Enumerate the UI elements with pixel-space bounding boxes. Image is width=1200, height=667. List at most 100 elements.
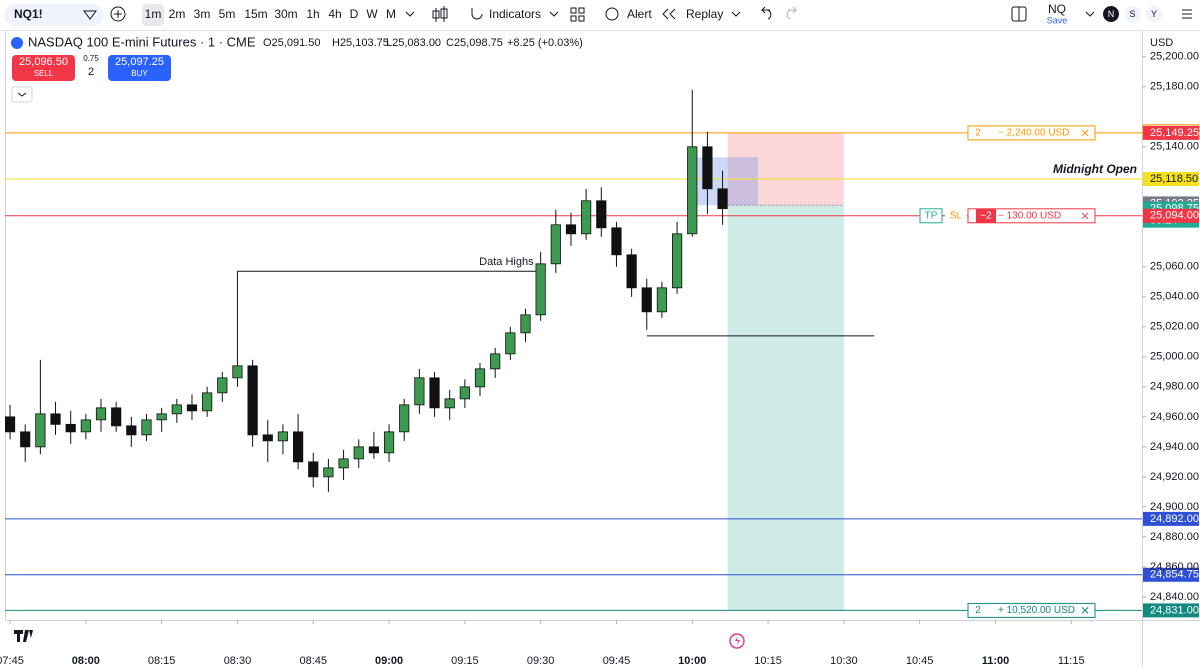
price-axis-label: [1143, 172, 1199, 187]
y-tick-label: 24,900.00: [1150, 501, 1199, 513]
interval-button[interactable]: D: [350, 7, 359, 21]
order-label[interactable]: [967, 602, 1096, 618]
candle-body: [65, 423, 76, 433]
candle-body: [111, 407, 122, 427]
candle-body: [141, 419, 152, 436]
collapse-button[interactable]: [11, 86, 33, 103]
order-label[interactable]: [967, 125, 1096, 141]
quantity[interactable]: 2: [88, 66, 94, 78]
candle-body: [444, 398, 455, 409]
order-tag[interactable]: TP: [925, 210, 938, 221]
close-order[interactable]: [1081, 212, 1089, 220]
layout-name[interactable]: NQ: [1048, 2, 1066, 16]
interval-button[interactable]: M: [386, 7, 396, 21]
candle-body: [95, 407, 107, 421]
save-button[interactable]: Save: [1047, 15, 1068, 25]
order-quantity: −2: [980, 210, 992, 221]
buy-button[interactable]: [108, 55, 171, 81]
tradingview-logo[interactable]: [14, 630, 33, 642]
alert-icon[interactable]: [605, 7, 619, 21]
legend-close: C25,098.75: [446, 37, 503, 49]
x-tick-label: 11:15: [1058, 655, 1085, 667]
replay-icon[interactable]: [662, 8, 676, 20]
layout-menu[interactable]: [1085, 11, 1095, 17]
account-initial[interactable]: N: [1108, 9, 1115, 19]
interval-button[interactable]: 3m: [194, 7, 211, 21]
plot: [5, 89, 1142, 611]
interval-button[interactable]: 1h: [306, 7, 319, 21]
candle-body: [505, 332, 516, 355]
candle-body: [535, 263, 546, 316]
buy-price[interactable]: 25,097.25: [115, 56, 164, 68]
x-tick-label: 09:00: [375, 655, 403, 667]
order-tag-bg[interactable]: [919, 208, 943, 224]
order-tag-bg[interactable]: [945, 208, 967, 223]
legend-title: NASDAQ 100 E-mini Futures · 1 · CME: [28, 34, 256, 49]
candle-body: [232, 365, 243, 379]
interval-button[interactable]: 30m: [274, 7, 297, 21]
menu-icon[interactable]: [1182, 9, 1192, 19]
templates[interactable]: [570, 7, 585, 22]
add-symbol[interactable]: [110, 6, 126, 22]
y-tick-label: 24,880.00: [1150, 531, 1199, 543]
candle-body: [338, 458, 349, 469]
candle-body: [50, 413, 61, 425]
candle-body: [262, 434, 273, 442]
annotation-text: Data Highs: [479, 256, 534, 268]
candle-body: [520, 314, 531, 334]
legend-change: +8.25 (+0.03%): [507, 37, 583, 49]
chart-type[interactable]: [432, 6, 448, 22]
interval-button[interactable]: 2m: [169, 7, 186, 21]
indicators-button[interactable]: Indicators: [489, 7, 541, 21]
sell-button[interactable]: [12, 55, 75, 81]
symbol[interactable]: NQ1!: [14, 7, 43, 21]
account-initial[interactable]: S: [1129, 9, 1135, 19]
close-order[interactable]: [1081, 129, 1089, 137]
replay-menu[interactable]: [731, 11, 741, 17]
price-axis-label-text: 25,094.00: [1150, 210, 1199, 222]
x-tick-label: 11:00: [982, 655, 1010, 667]
interval-menu[interactable]: [405, 11, 415, 17]
candle-body: [474, 368, 486, 388]
indicators-icon[interactable]: [471, 8, 483, 20]
candle-body: [186, 404, 198, 412]
interval-button[interactable]: 4h: [328, 7, 341, 21]
overlay: NASDAQ 100 E-mini Futures · 1 · CME O25,…: [11, 34, 1200, 649]
undo[interactable]: [760, 6, 772, 20]
sell-label[interactable]: SELL: [34, 69, 54, 78]
price-axis-label: [1143, 511, 1199, 526]
interval-button[interactable]: 1m: [145, 7, 162, 21]
symbol-logo: [11, 37, 23, 49]
y-tick-label: 24,920.00: [1150, 471, 1199, 483]
y-tick-label: 24,840.00: [1150, 591, 1199, 603]
interval-button[interactable]: W: [366, 7, 378, 21]
interval-button[interactable]: 5m: [219, 7, 236, 21]
candle-body: [611, 227, 622, 256]
currency[interactable]: USD: [1150, 37, 1173, 49]
account-initial[interactable]: Y: [1151, 9, 1157, 19]
account-avatar[interactable]: [1146, 6, 1162, 22]
alert-button[interactable]: Alert: [627, 7, 652, 21]
replay-button[interactable]: Replay: [686, 7, 723, 21]
spread: 0.75: [83, 54, 99, 63]
account-avatar[interactable]: [1103, 6, 1119, 22]
order-tag[interactable]: SL: [950, 210, 963, 221]
events-icon[interactable]: [729, 633, 745, 649]
legend-open: O25,091.50: [263, 37, 321, 49]
symbol-search[interactable]: [4, 4, 104, 26]
y-tick-label: 24,940.00: [1150, 441, 1199, 453]
order-label[interactable]: [967, 208, 1096, 224]
candle-body: [702, 146, 713, 190]
icon[interactable]: [83, 10, 97, 20]
indicators-menu[interactable]: [549, 11, 559, 17]
sell-price[interactable]: 25,096.50: [19, 56, 68, 68]
interval-button[interactable]: 15m: [244, 7, 267, 21]
x-tick-label: 08:45: [299, 655, 327, 667]
account-avatar[interactable]: [1124, 6, 1141, 22]
icon: [17, 92, 27, 97]
redo[interactable]: [786, 6, 798, 20]
close-order[interactable]: [1081, 607, 1089, 614]
buy-label[interactable]: BUY: [131, 69, 148, 78]
x-tick-label: 08:15: [148, 655, 176, 667]
price-line-text: Midnight Open: [1053, 162, 1137, 176]
